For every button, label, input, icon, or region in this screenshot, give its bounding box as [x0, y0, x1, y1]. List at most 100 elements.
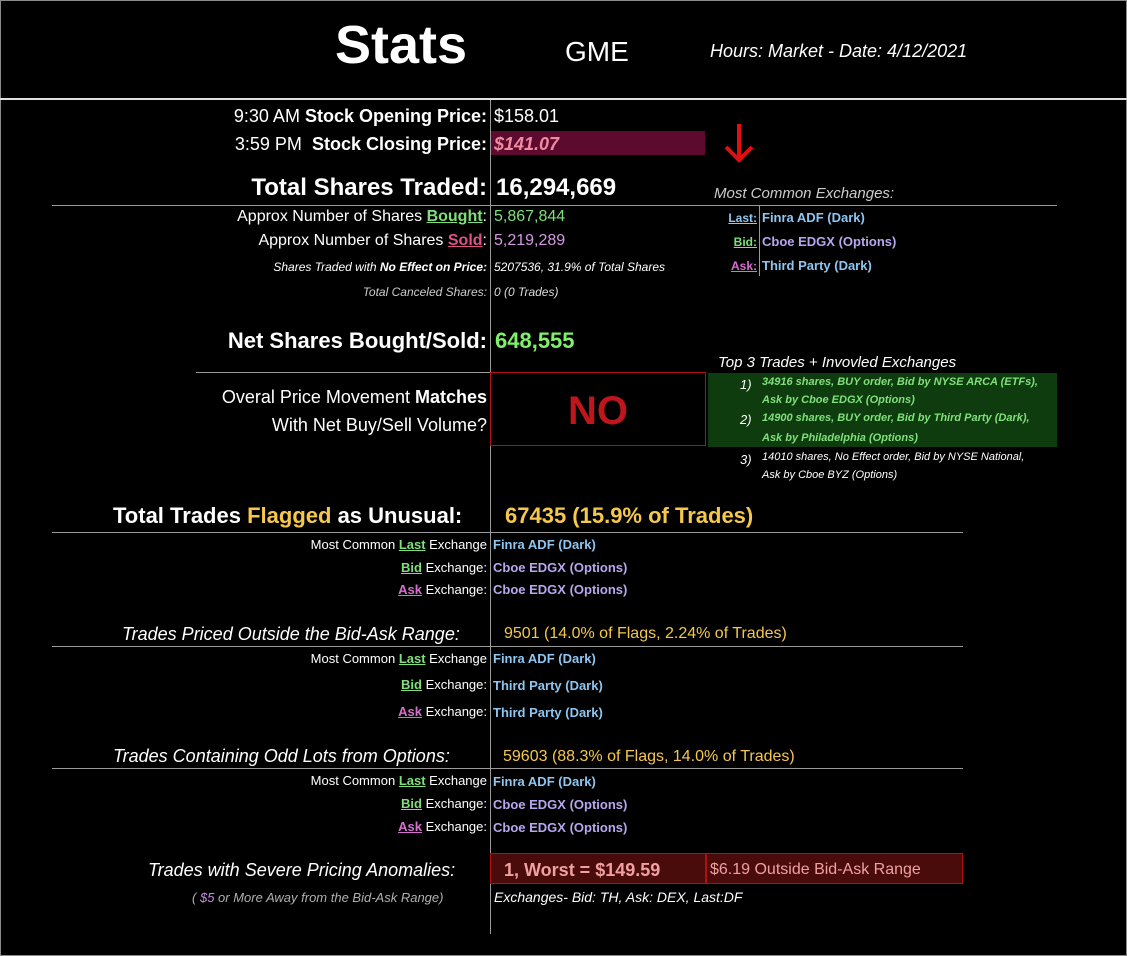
- top-trade-1-num: 1): [740, 377, 752, 392]
- anomaly-label: Trades with Severe Pricing Anomalies:: [148, 860, 456, 880]
- match-divider: [196, 372, 490, 373]
- top-trade-3-num: 3): [740, 452, 752, 467]
- flagged-a: Total Trades: [113, 503, 241, 528]
- top-trade-2-line2: Ask by Philadelphia (Options): [762, 432, 918, 444]
- outside-bid-exchange: Exchange:: [425, 677, 487, 692]
- anomaly-note-amount: $5: [199, 890, 215, 905]
- session-info: Hours: Market - Date: 4/12/2021: [710, 41, 968, 61]
- oddlots-divider: [52, 768, 963, 769]
- bought-prefix: Approx Number of Shares: [237, 208, 423, 225]
- oddlots-last-label: Most Common Last Exchange: [311, 772, 487, 790]
- common-last-label: Last:: [728, 211, 757, 225]
- match-answer: NO: [568, 389, 628, 433]
- anomaly-value: 1, Worst = $149.59: [504, 860, 661, 880]
- sold-word: Sold: [447, 232, 483, 249]
- top-trade-2-line1: 14900 shares, BUY order, Bid by Third Pa…: [762, 412, 1030, 424]
- canceled-value: 0 (0 Trades): [494, 285, 559, 299]
- sold-colon: :: [482, 232, 487, 249]
- total-shares-label: Total Shares Traded:: [251, 174, 487, 201]
- match-prefix: Overal Price Movement: [221, 387, 410, 407]
- top-trade-1-line2: Ask by Cboe EDGX (Options): [762, 394, 915, 406]
- oddlots-value: 59603 (88.3% of Flags, 14.0% of Trades): [503, 748, 795, 765]
- noeffect-value: 5207536, 31.9% of Total Shares: [494, 260, 666, 274]
- oddlots-last-value: Finra ADF (Dark): [493, 774, 596, 789]
- outside-last-word: Last: [398, 651, 426, 666]
- open-time: 9:30 AM: [233, 106, 300, 126]
- close-row-label: 3:59 PM Stock Closing Price:: [235, 132, 487, 156]
- exchanges-divider: [759, 206, 760, 276]
- top-trades-highlight: [708, 373, 1057, 447]
- top-trade-3-line2: Ask by Cboe BYZ (Options): [762, 469, 898, 481]
- net-shares-label: Net Shares Bought/Sold:: [227, 328, 487, 353]
- flagged-ask-label: Ask Exchange:: [398, 581, 487, 599]
- total-shares-value: 16,294,669: [496, 174, 617, 201]
- top-trade-1-line1: 34916 shares, BUY order, Bid by NYSE ARC…: [762, 376, 1038, 388]
- flagged-exchange-word: Exchange: [429, 537, 487, 552]
- outside-last-label: Most Common Last Exchange: [311, 650, 487, 668]
- outside-bid-value: Third Party (Dark): [493, 678, 603, 693]
- flagged-last-label: Most Common Last Exchange: [311, 536, 487, 554]
- flagged-ask-exchange: Exchange:: [425, 582, 487, 597]
- flagged-divider: [52, 532, 963, 533]
- oddlots-ask-value: Cboe EDGX (Options): [493, 820, 628, 835]
- top-trades-title: Top 3 Trades + Invovled Exchanges: [718, 354, 957, 371]
- outside-divider: [52, 646, 963, 647]
- sold-prefix: Approx Number of Shares: [258, 232, 444, 249]
- flagged-last-value: Finra ADF (Dark): [493, 537, 596, 552]
- anomaly-exchanges: Exchanges- Bid: TH, Ask: DEX, Last:DF: [494, 889, 743, 905]
- sold-label: Approx Number of Shares Sold:: [258, 230, 487, 252]
- oddlots-ask-exchange: Exchange:: [425, 819, 487, 834]
- open-price: $158.01: [494, 106, 560, 126]
- oddlots-bid-exchange: Exchange:: [425, 796, 487, 811]
- header-divider: [0, 98, 1127, 100]
- bought-value: 5,867,844: [494, 208, 566, 225]
- outside-exchange-word: Exchange: [429, 651, 487, 666]
- flagged-bid-exchange: Exchange:: [425, 560, 487, 575]
- outside-label: Trades Priced Outside the Bid-Ask Range:: [122, 624, 460, 644]
- common-exchanges-title: Most Common Exchanges:: [714, 185, 895, 202]
- open-label: Stock Opening Price:: [304, 106, 487, 126]
- bought-label: Approx Number of Shares Bought:: [237, 206, 487, 228]
- outside-value: 9501 (14.0% of Flags, 2.24% of Trades): [504, 625, 787, 642]
- outside-last-prefix: Most Common: [310, 651, 396, 666]
- flagged-bid-label: Bid Exchange:: [401, 559, 487, 577]
- outside-last-value: Finra ADF (Dark): [493, 651, 596, 666]
- oddlots-bid-value: Cboe EDGX (Options): [493, 797, 628, 812]
- anomaly-note-rest: or More Away from the Bid-Ask Range): [214, 890, 444, 905]
- outside-bid-label: Bid Exchange:: [401, 676, 487, 694]
- flagged-value: 67435 (15.9% of Trades): [505, 503, 754, 528]
- flagged-bid-word: Bid: [400, 560, 422, 575]
- page-title: Stats: [335, 15, 468, 75]
- flagged-last-word: Last: [398, 537, 426, 552]
- match-question-line1: Overal Price Movement Matches: [222, 385, 487, 409]
- anomaly-value-box: [490, 853, 706, 884]
- match-answer-box: [490, 372, 706, 446]
- anomaly-outside: $6.19 Outside Bid-Ask Range: [710, 861, 921, 878]
- outside-ask-label: Ask Exchange:: [398, 703, 487, 721]
- match-question-line2: With Net Buy/Sell Volume?: [271, 415, 487, 435]
- flagged-ask-word: Ask: [398, 582, 422, 597]
- bought-colon: :: [482, 208, 487, 225]
- oddlots-last-word: Last: [398, 773, 426, 788]
- match-bold: Matches: [414, 387, 487, 407]
- flagged-bid-value: Cboe EDGX (Options): [493, 560, 628, 575]
- oddlots-bid-label: Bid Exchange:: [401, 795, 487, 813]
- oddlots-exchange-word: Exchange: [429, 773, 487, 788]
- close-time: 3:59 PM: [234, 134, 302, 154]
- flagged-label: Total Trades Flagged as Unusual:: [113, 501, 462, 531]
- ticker-symbol: GME: [565, 36, 629, 67]
- center-divider: [490, 100, 491, 934]
- outside-bid-word: Bid: [400, 677, 422, 692]
- outside-ask-value: Third Party (Dark): [493, 705, 603, 720]
- close-price-highlight: [491, 131, 705, 155]
- down-arrow-icon: [722, 122, 756, 169]
- noeffect-prefix: Shares Traded with: [273, 260, 377, 274]
- oddlots-ask-word: Ask: [398, 819, 422, 834]
- outside-ask-exchange: Exchange:: [425, 704, 487, 719]
- common-ask-value: Third Party (Dark): [762, 258, 872, 273]
- shares-divider: [52, 205, 1057, 206]
- common-bid-value: Cboe EDGX (Options): [762, 234, 897, 249]
- anomaly-note-open: (: [192, 890, 197, 905]
- outside-ask-word: Ask: [398, 704, 422, 719]
- top-trade-3-line1: 14010 shares, No Effect order, Bid by NY…: [762, 451, 1025, 463]
